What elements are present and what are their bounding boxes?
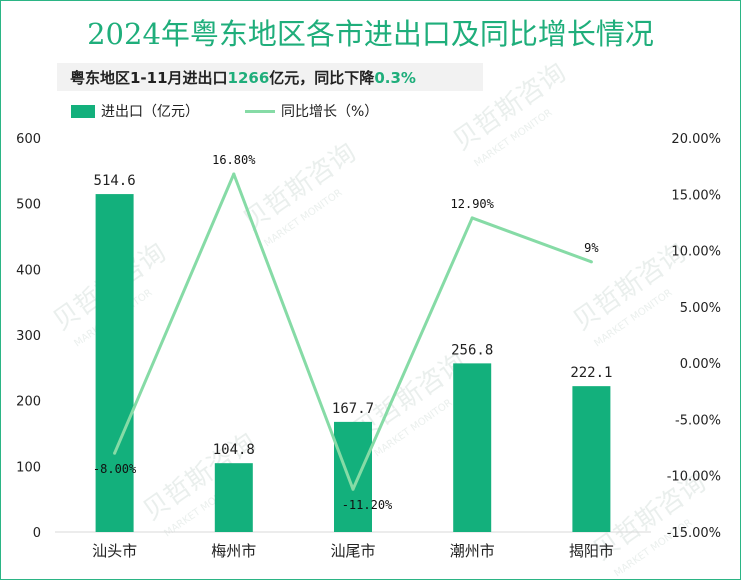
right-tick-label: 5.00% <box>680 301 721 316</box>
right-tick-label: 10.00% <box>671 245 721 260</box>
growth-value-label: 12.90% <box>451 197 495 211</box>
chart-title: 2024年粤东地区各市进出口及同比增长情况 <box>87 17 654 51</box>
legend-item-line: 同比增长（%） <box>245 101 378 121</box>
summary-box: 粤东地区1-11月进出口1266亿元，同比下降0.3% <box>57 63 483 91</box>
summary-middle: 亿元，同比下降 <box>269 69 375 87</box>
bar-value-label: 514.6 <box>94 173 136 189</box>
right-tick-label: -5.00% <box>675 413 721 428</box>
growth-value-label: -8.00% <box>93 462 137 476</box>
growth-point <box>589 260 593 264</box>
legend-bar-swatch <box>71 104 95 118</box>
summary-change: 0.3% <box>374 69 416 87</box>
category-label: 揭阳市 <box>569 542 614 560</box>
category-label: 汕尾市 <box>330 542 375 560</box>
category-label: 汕头市 <box>92 542 137 560</box>
legend-line-label: 同比增长（%） <box>281 104 379 120</box>
right-tick-label: 15.00% <box>671 188 721 203</box>
left-tick-label: 500 <box>16 198 41 213</box>
right-tick-label: -15.00% <box>667 526 721 541</box>
left-tick-label: 300 <box>16 329 41 344</box>
summary-value: 1266 <box>227 69 270 87</box>
legend-bar-label: 进出口（亿元） <box>101 104 199 120</box>
category-label: 潮州市 <box>450 542 495 560</box>
right-tick-label: 20.00% <box>671 132 721 147</box>
summary-text: 粤东地区1-11月进出口1266亿元，同比下降0.3% <box>70 67 416 88</box>
right-tick-label: -10.00% <box>667 470 721 485</box>
category-label: 梅州市 <box>211 542 256 560</box>
growth-point <box>470 216 474 220</box>
left-tick-label: 200 <box>16 395 41 410</box>
bar <box>214 463 253 532</box>
bar <box>572 386 611 532</box>
right-tick-label: 0.00% <box>680 357 721 372</box>
left-tick-label: 400 <box>16 263 41 278</box>
growth-value-label: 9% <box>584 241 599 255</box>
growth-point <box>232 172 236 176</box>
left-tick-label: 600 <box>16 132 41 147</box>
left-tick-label: 0 <box>33 526 41 541</box>
legend-item-bar: 进出口（亿元） <box>71 101 199 121</box>
growth-point <box>351 487 355 491</box>
growth-value-label: -11.20% <box>342 498 393 512</box>
left-tick-label: 100 <box>16 460 41 475</box>
bar-value-label: 222.1 <box>570 365 612 381</box>
growth-value-label: 16.80% <box>212 153 256 167</box>
bar-value-label: 167.7 <box>332 401 374 417</box>
bar-value-label: 104.8 <box>213 442 255 458</box>
bar <box>95 194 134 532</box>
growth-point <box>113 451 117 455</box>
bar <box>334 421 372 532</box>
legend-line-swatch <box>245 109 275 113</box>
summary-prefix: 粤东地区1-11月进出口 <box>70 69 228 87</box>
bar <box>453 363 492 532</box>
bar-value-label: 256.8 <box>451 342 493 358</box>
